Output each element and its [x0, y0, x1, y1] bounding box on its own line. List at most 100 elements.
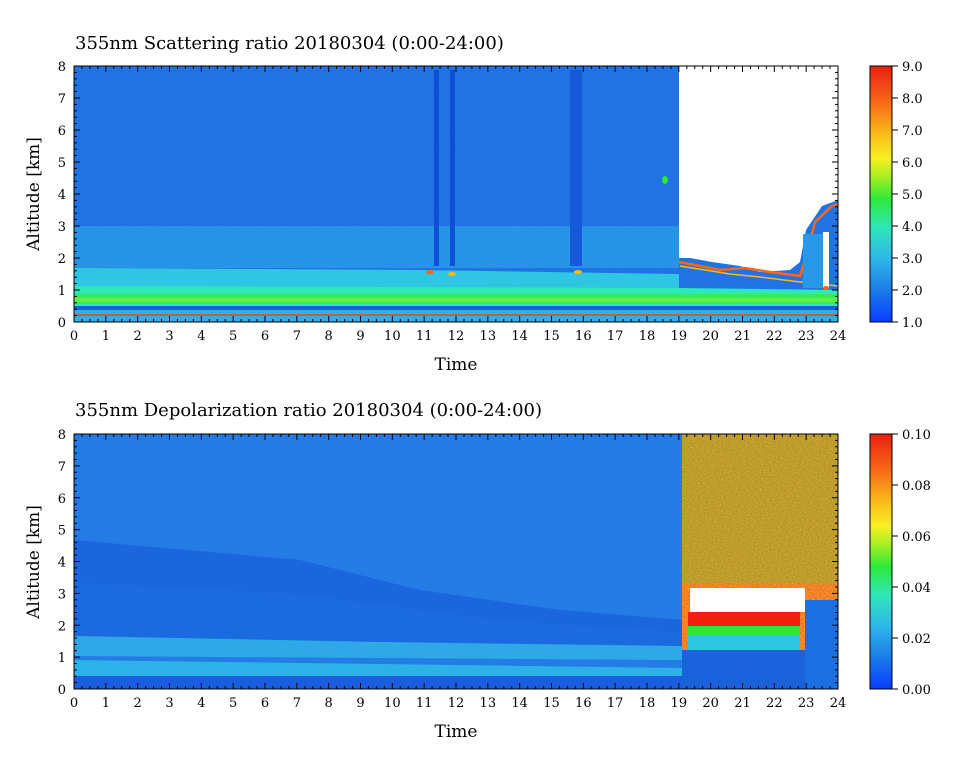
y-tick-label: 8	[58, 428, 66, 443]
x-tick-label: 12	[448, 329, 465, 344]
y-axis-label-scattering: Altitude [km]	[24, 137, 44, 252]
x-tick-label: 15	[543, 329, 560, 344]
axis-ticks-scattering: 0 1 2 3 4 5 6 7 8 9 10 11 12 13 14 15 16 17 18 19 20 21 22 23 24…	[58, 60, 847, 344]
x-tick-label: 1	[102, 329, 110, 344]
colorbar-tick-label: 0.10	[902, 428, 931, 443]
y-tick-label: 2	[58, 619, 66, 634]
heatmap-scattering	[73, 65, 839, 323]
y-tick-label: 3	[58, 220, 66, 235]
x-axis-label-depolarization: Time	[435, 722, 478, 742]
colorbar-tick-label: 2.0	[902, 284, 923, 299]
x-tick-label: 20	[702, 696, 719, 711]
y-tick-label: 6	[58, 492, 66, 507]
x-tick-label: 7	[293, 696, 301, 711]
x-tick-label: 2	[134, 329, 142, 344]
x-tick-label: 14	[511, 329, 528, 344]
colorbar-tick-label: 6.0	[902, 156, 923, 171]
x-tick-label: 22	[766, 329, 783, 344]
x-tick-label: 9	[356, 329, 364, 344]
panel-scattering: 355nm Scattering ratio 20180304 (0:00-24…	[24, 33, 923, 375]
y-tick-label: 3	[58, 587, 66, 602]
x-axis-label-scattering: Time	[435, 355, 478, 375]
colorbar-tick-label: 0.02	[902, 632, 931, 647]
y-tick-label: 5	[58, 524, 66, 539]
chart-title-scattering: 355nm Scattering ratio 20180304 (0:00-24…	[75, 33, 504, 54]
y-tick-label: 7	[58, 92, 66, 107]
x-tick-label: 24	[830, 329, 847, 344]
x-tick-label: 0	[70, 329, 78, 344]
x-tick-label: 5	[229, 696, 237, 711]
chart-title-depolarization: 355nm Depolarization ratio 20180304 (0:0…	[75, 400, 542, 421]
colorbar-gradient-depolarization	[869, 433, 893, 690]
y-tick-label: 1	[58, 284, 66, 299]
x-tick-label: 17	[607, 329, 624, 344]
x-tick-label: 3	[165, 329, 173, 344]
colorbar-tick-label: 8.0	[902, 92, 923, 107]
colorbar-tick-label: 0.00	[902, 683, 931, 698]
x-tick-label: 19	[671, 329, 688, 344]
x-tick-label: 11	[416, 329, 433, 344]
x-tick-label: 6	[261, 329, 269, 344]
x-tick-label: 6	[261, 696, 269, 711]
x-tick-label: 9	[356, 696, 364, 711]
colorbar-tick-label: 0.08	[902, 479, 931, 494]
x-tick-label: 18	[639, 329, 656, 344]
x-tick-label: 4	[197, 696, 205, 711]
x-tick-label: 11	[416, 696, 433, 711]
axis-ticks-depolarization: 0 1 2 3 4 5 6 7 8 9 10 11 12 13 14 15 16 17 18 19 20 21 22 23 24…	[58, 428, 847, 711]
y-tick-label: 8	[58, 60, 66, 75]
y-tick-label: 5	[58, 156, 66, 171]
x-tick-label: 21	[734, 329, 751, 344]
x-tick-label: 7	[293, 329, 301, 344]
x-tick-label: 8	[325, 329, 333, 344]
x-tick-label: 23	[798, 329, 815, 344]
x-tick-label: 23	[798, 696, 815, 711]
y-tick-label: 0	[58, 683, 66, 698]
colorbar-tick-label: 9.0	[902, 60, 923, 75]
x-tick-label: 14	[511, 696, 528, 711]
x-tick-label: 10	[384, 696, 401, 711]
x-tick-label: 15	[543, 696, 560, 711]
x-tick-label: 20	[702, 329, 719, 344]
colorbar-tick-label: 4.0	[902, 220, 923, 235]
colorbar-tick-label: 0.04	[902, 581, 931, 596]
colorbar-tick-label: 1.0	[902, 316, 923, 331]
y-tick-label: 1	[58, 651, 66, 666]
x-tick-label: 18	[639, 696, 656, 711]
y-tick-label: 6	[58, 124, 66, 139]
colorbar-tick-label: 0.06	[902, 530, 931, 545]
y-tick-label: 4	[58, 188, 66, 203]
x-tick-label: 8	[325, 696, 333, 711]
colorbar-tick-label: 7.0	[902, 124, 923, 139]
x-tick-label: 13	[480, 696, 497, 711]
x-tick-label: 24	[830, 696, 847, 711]
x-tick-label: 12	[448, 696, 465, 711]
x-tick-label: 0	[70, 696, 78, 711]
x-tick-label: 1	[102, 696, 110, 711]
x-tick-label: 5	[229, 329, 237, 344]
x-tick-label: 17	[607, 696, 624, 711]
x-tick-label: 3	[165, 696, 173, 711]
y-tick-label: 2	[58, 252, 66, 267]
y-tick-label: 0	[58, 316, 66, 331]
colorbar-tick-label: 5.0	[902, 188, 923, 203]
heatmap-depolarization	[73, 433, 839, 690]
x-tick-label: 16	[575, 696, 592, 711]
colorbar-depolarization: 0.00 0.02 0.04 0.06 0.08 0.10	[869, 428, 931, 698]
y-tick-label: 4	[58, 556, 66, 571]
x-tick-label: 4	[197, 329, 205, 344]
colorbar-gradient-scattering	[869, 65, 893, 323]
x-tick-label: 22	[766, 696, 783, 711]
x-tick-label: 21	[734, 696, 751, 711]
colorbar-tick-label: 3.0	[902, 252, 923, 267]
y-tick-label: 7	[58, 460, 66, 475]
x-tick-label: 2	[134, 696, 142, 711]
x-tick-label: 19	[671, 696, 688, 711]
y-axis-label-depolarization: Altitude [km]	[24, 505, 44, 620]
colorbar-scattering: 1.0 2.0 3.0 4.0 5.0 6.0 7.0 8.0 9.0	[869, 60, 923, 331]
x-tick-label: 13	[480, 329, 497, 344]
panel-depolarization: 355nm Depolarization ratio 20180304 (0:0…	[24, 400, 931, 742]
x-tick-label: 10	[384, 329, 401, 344]
x-tick-label: 16	[575, 329, 592, 344]
